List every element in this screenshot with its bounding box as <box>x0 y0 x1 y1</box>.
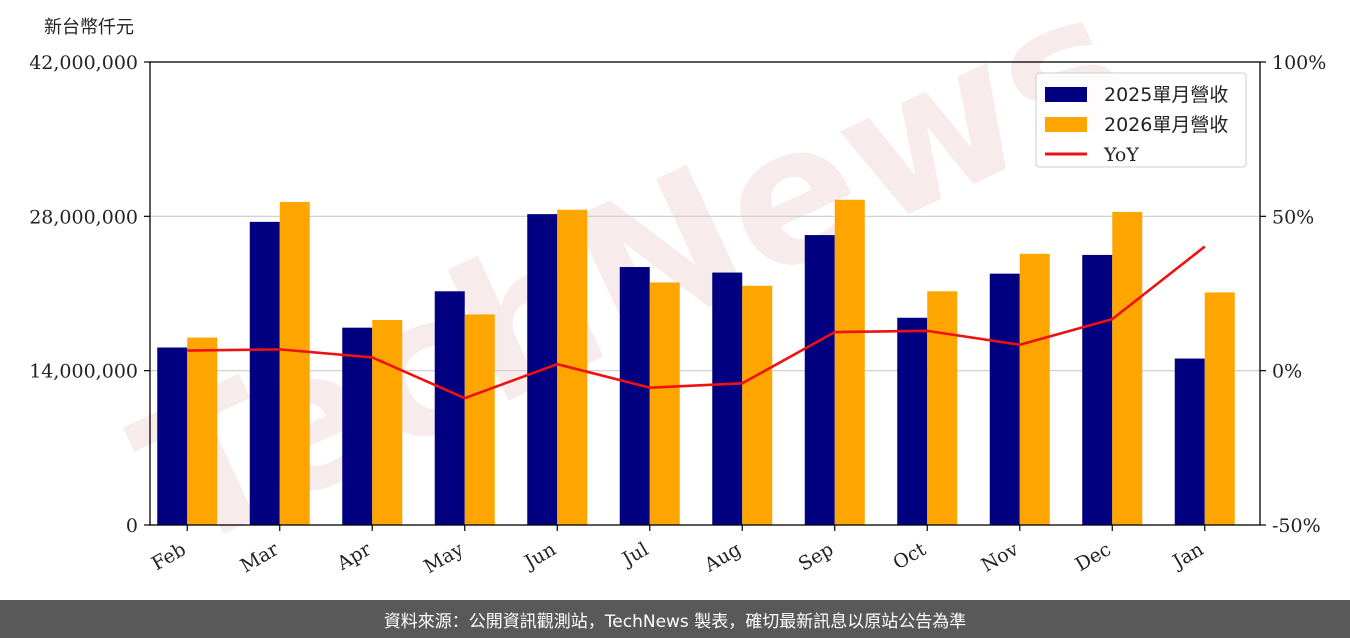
x-tick-label-sep: Sep <box>795 538 838 575</box>
bar-2025-sep <box>804 235 835 526</box>
bar-2025-oct <box>897 317 928 525</box>
legend-label-1: 2026單月營收 <box>1104 114 1228 136</box>
bar-2025-jul <box>619 267 650 525</box>
legend-swatch-0 <box>1045 87 1087 102</box>
bar-2026-dec <box>1112 211 1143 525</box>
bar-2026-sep <box>834 199 865 526</box>
gridlines <box>150 215 1260 372</box>
bar-2026-jul <box>649 282 680 525</box>
plot-frame <box>149 61 1261 526</box>
legend: 2025單月營收 2026單月營收 YoY <box>1035 72 1247 168</box>
x-tick-label-jan: Jan <box>1168 538 1208 574</box>
source-footer: 資料來源：公開資訊觀測站，TechNews 製表，確切最新訊息以原站公告為準 <box>0 600 1350 638</box>
bar-2025-nov <box>989 273 1020 525</box>
bar-2026-nov <box>1019 253 1050 526</box>
left-tick-label: 14,000,000 <box>29 361 138 383</box>
x-tick-label-nov: Nov <box>978 538 1023 577</box>
legend-label-yoy: YoY <box>1103 144 1139 166</box>
x-tick-label-jun: Jun <box>519 538 560 574</box>
yoy-line-layer <box>187 245 1206 400</box>
x-tick-label-apr: Apr <box>333 538 376 575</box>
yoy-line <box>187 245 1206 400</box>
x-tick-label-may: May <box>420 538 467 578</box>
right-tick-label: 50% <box>1272 206 1314 228</box>
left-tick-label: 42,000,000 <box>29 52 138 74</box>
left-tick-label: 0 <box>126 515 138 537</box>
revenue-chart: TechNews 014,000,00028,000,00042,000,000… <box>29 0 1326 594</box>
bar-2025-may <box>434 291 465 525</box>
bar-2026-jan <box>1204 292 1235 525</box>
left-tick-label: 28,000,000 <box>29 206 138 228</box>
bars <box>157 199 1235 526</box>
right-tick-label: 100% <box>1272 52 1326 74</box>
x-tick-label-jul: Jul <box>617 538 652 571</box>
bar-2026-oct <box>927 291 958 525</box>
bar-2025-feb <box>157 347 188 525</box>
right-tick-label: 0% <box>1272 361 1302 383</box>
x-tick-label-aug: Aug <box>700 538 745 577</box>
bar-2025-mar <box>249 221 280 525</box>
bar-2025-apr <box>342 327 373 525</box>
right-tick-label: -50% <box>1272 515 1321 537</box>
bar-2025-jan <box>1174 358 1205 525</box>
x-tick-label-dec: Dec <box>1072 538 1115 576</box>
bar-2025-dec <box>1082 254 1113 525</box>
legend-swatch-1 <box>1045 117 1087 132</box>
x-tick-label-oct: Oct <box>889 538 930 574</box>
bar-2025-aug <box>712 272 743 525</box>
bar-2026-may <box>464 314 495 525</box>
bar-2026-aug <box>742 285 773 525</box>
legend-label-0: 2025單月營收 <box>1104 84 1228 106</box>
y-axis-unit-label: 新台幣仟元 <box>44 17 134 38</box>
source-note: 資料來源：公開資訊觀測站，TechNews 製表，確切最新訊息以原站公告為準 <box>383 611 967 632</box>
bar-2026-feb <box>187 337 218 525</box>
bar-2026-apr <box>372 319 403 525</box>
bar-2026-mar <box>279 202 310 525</box>
legend-box <box>1035 72 1247 168</box>
